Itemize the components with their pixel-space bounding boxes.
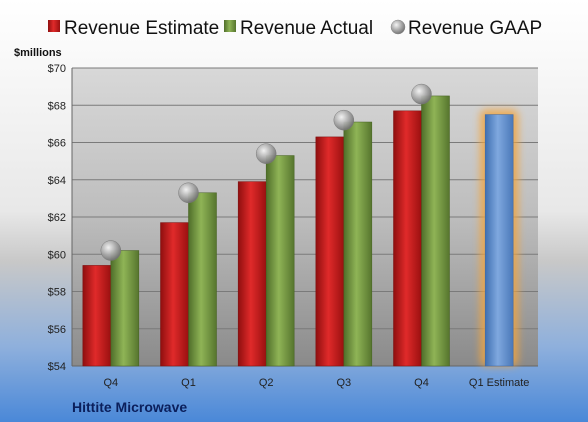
marker-revenue-gaap bbox=[333, 109, 355, 131]
bar-revenue-actual bbox=[421, 95, 450, 367]
y-tick-label: $54 bbox=[48, 361, 66, 373]
legend-label: Revenue Actual bbox=[240, 18, 373, 39]
bar-q1-estimate bbox=[484, 114, 514, 367]
legend-swatch bbox=[390, 19, 406, 35]
y-tick-label: $56 bbox=[48, 324, 66, 336]
bar-revenue-actual bbox=[265, 155, 295, 367]
x-tick-label: Q2 bbox=[259, 377, 274, 389]
x-tick-label: Q1 bbox=[181, 377, 196, 389]
legend-label: Revenue Estimate bbox=[64, 18, 219, 39]
y-tick-label: $66 bbox=[48, 138, 66, 150]
bar-revenue-estimate bbox=[315, 136, 345, 367]
y-tick-label: $62 bbox=[48, 212, 66, 224]
x-tick-label: Q4 bbox=[103, 377, 118, 389]
bar-revenue-actual bbox=[343, 121, 373, 367]
legend-item: Revenue Actual bbox=[224, 18, 373, 39]
bar-revenue-actual bbox=[188, 192, 217, 367]
bar-revenue-estimate bbox=[393, 110, 422, 367]
marker-revenue-gaap bbox=[100, 240, 122, 261]
legend-item: Revenue Estimate bbox=[48, 18, 219, 39]
marker-revenue-gaap bbox=[178, 182, 199, 204]
x-tick-label: Q3 bbox=[336, 377, 351, 389]
bar-revenue-estimate bbox=[160, 222, 189, 367]
bar-revenue-actual bbox=[110, 250, 140, 367]
legend-swatch bbox=[48, 20, 60, 32]
y-tick-label: $64 bbox=[48, 175, 66, 187]
marker-revenue-gaap bbox=[255, 143, 277, 164]
bar-revenue-estimate bbox=[82, 265, 112, 367]
y-axis: $54 $56 $58 $60 $62 $64 $66 $68 $70 bbox=[48, 63, 538, 373]
x-tick-label: Q1 Estimate bbox=[469, 377, 530, 389]
marker-revenue-gaap bbox=[411, 83, 432, 105]
bar-revenue-estimate bbox=[237, 181, 267, 367]
y-unit-label: $millions bbox=[14, 47, 62, 59]
grid-lines bbox=[72, 67, 538, 367]
legend-item: Revenue GAAP bbox=[390, 18, 542, 39]
y-tick-label: $68 bbox=[48, 100, 66, 112]
legend-label: Revenue GAAP bbox=[408, 18, 542, 39]
company-name: Hittite Microwave bbox=[72, 399, 187, 415]
bars bbox=[82, 83, 519, 367]
x-axis: Q4 Q1 Q2 Q3 Q4 Q1 Estimate bbox=[103, 377, 529, 389]
legend-swatch bbox=[224, 20, 236, 32]
y-tick-label: $60 bbox=[48, 249, 66, 261]
y-tick-label: $58 bbox=[48, 287, 66, 299]
y-tick-label: $70 bbox=[48, 63, 66, 75]
legend: Revenue Estimate Revenue Actual Revenue GA… bbox=[48, 18, 542, 39]
x-tick-label: Q4 bbox=[414, 377, 429, 389]
